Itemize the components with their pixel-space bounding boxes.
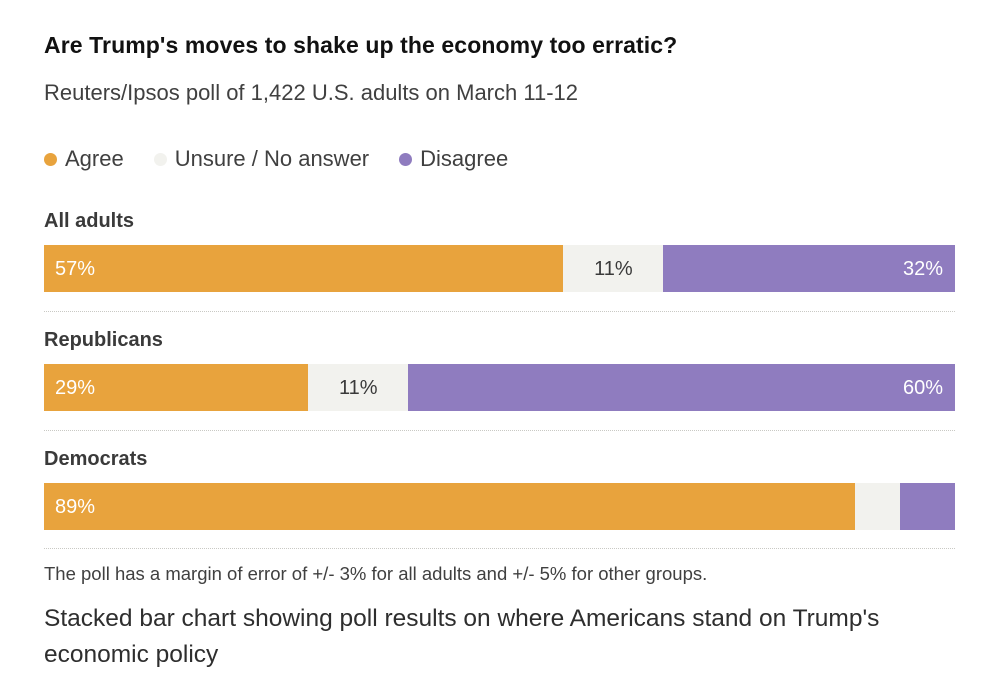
- segment-value-label: 60%: [902, 376, 943, 399]
- bar-segment-disagree: 60%: [408, 364, 955, 411]
- separator: [44, 430, 955, 431]
- stacked-bar: 57% 11% 32%: [44, 245, 955, 292]
- separator: [44, 548, 955, 549]
- legend-label-disagree: Disagree: [420, 146, 509, 171]
- legend-item-unsure: Unsure / No answer: [153, 146, 370, 172]
- segment-value-label: 29%: [55, 376, 96, 399]
- segment-value-label: 11%: [339, 376, 378, 399]
- chart-card: Are Trump's moves to shake up the econom…: [44, 32, 955, 668]
- bar-segment-disagree: [900, 483, 955, 530]
- chart-caption: Stacked bar chart showing poll results o…: [44, 605, 880, 668]
- segment-value-label: 89%: [55, 495, 96, 518]
- segment-value-label: 32%: [902, 257, 943, 280]
- margin-of-error-note: The poll has a margin of error of +/- 3%…: [44, 563, 708, 584]
- bar-segment-unsure: 11%: [563, 245, 664, 292]
- bar-segment-agree: 57%: [44, 245, 564, 292]
- category-label: Democrats: [44, 448, 148, 470]
- legend-item-agree: Agree: [44, 146, 124, 172]
- segment-value-label: 11%: [594, 257, 633, 280]
- legend-label-unsure: Unsure / No answer: [174, 146, 370, 171]
- bar-group-all-adults: All adults 57% 11% 32%: [44, 210, 955, 292]
- segment-value-label: 57%: [55, 257, 96, 280]
- legend: Agree Unsure / No answer Disagree: [44, 146, 955, 172]
- legend-dot-agree-icon: [44, 152, 57, 166]
- bar-group-republicans: Republicans 29% 11% 60%: [44, 329, 955, 411]
- bar-segment-unsure: [854, 483, 901, 530]
- legend-item-disagree: Disagree: [399, 146, 508, 172]
- legend-label-agree: Agree: [65, 146, 124, 171]
- bar-segment-agree: 89%: [44, 483, 855, 530]
- chart-subtitle: Reuters/Ipsos poll of 1,422 U.S. adults …: [44, 80, 578, 105]
- bar-segment-disagree: 32%: [663, 245, 955, 292]
- bar-segment-agree: 29%: [44, 364, 309, 411]
- category-label: All adults: [44, 210, 135, 232]
- legend-dot-unsure-icon: [153, 152, 167, 166]
- bar-group-democrats: Democrats 89%: [44, 448, 955, 530]
- legend-dot-disagree-icon: [399, 152, 413, 166]
- separator: [44, 311, 955, 312]
- category-label: Republicans: [44, 329, 163, 351]
- chart-title: Are Trump's moves to shake up the econom…: [44, 32, 678, 58]
- stacked-bar: 89%: [44, 483, 955, 530]
- bar-segment-unsure: 11%: [308, 364, 409, 411]
- stacked-bar: 29% 11% 60%: [44, 364, 955, 411]
